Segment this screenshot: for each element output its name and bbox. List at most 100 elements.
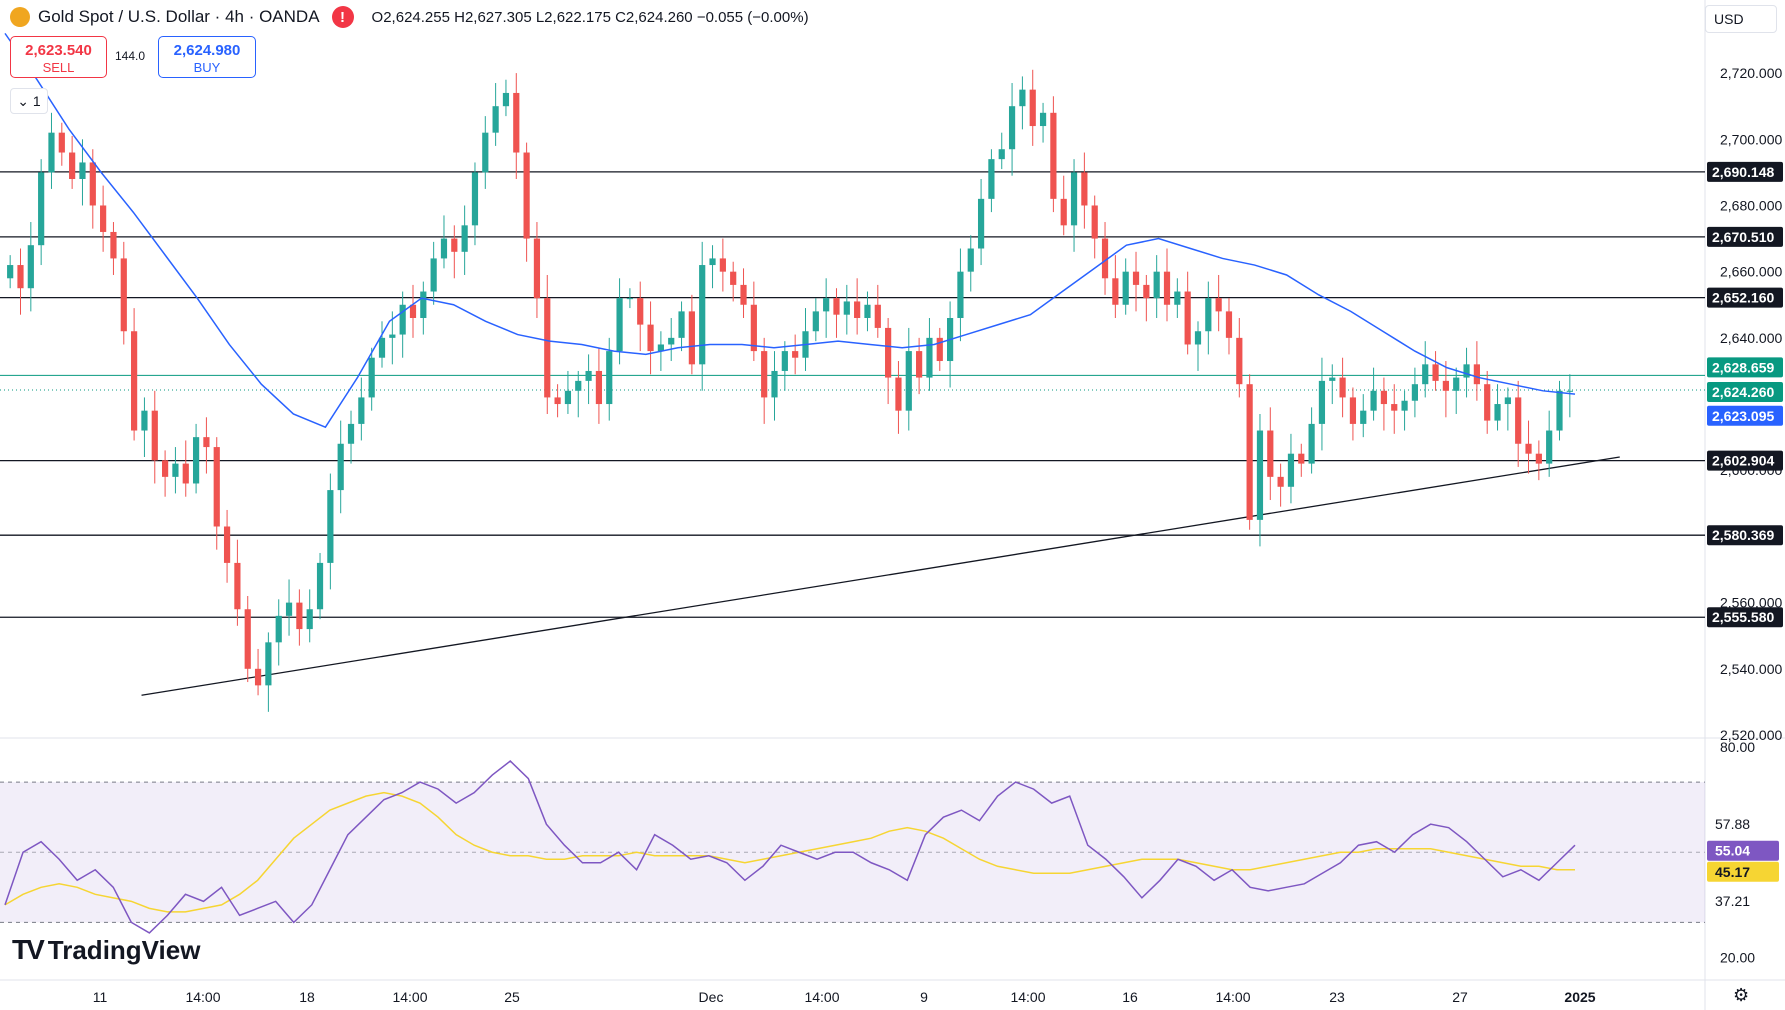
- candle-body: [389, 334, 396, 338]
- candle-body: [616, 298, 623, 352]
- buy-label: BUY: [193, 60, 221, 75]
- candle-body: [192, 437, 200, 484]
- candle-body: [141, 410, 148, 431]
- price-level-tag-label: 2,602.904: [1712, 453, 1774, 469]
- candle-body: [1349, 397, 1357, 424]
- candle-body: [554, 397, 561, 405]
- candle-body: [1143, 284, 1150, 299]
- tradingview-mark-icon: TV: [12, 934, 45, 965]
- tradingview-wordmark: TradingView: [47, 934, 201, 965]
- candle-body: [513, 92, 520, 153]
- candle-body: [162, 460, 169, 477]
- candle-body: [7, 265, 14, 279]
- candle-body: [285, 602, 293, 616]
- candle-body: [977, 198, 985, 249]
- candle-body: [1432, 364, 1439, 381]
- candle-body: [327, 490, 334, 563]
- rsi-value-tag-label: 55.04: [1715, 843, 1750, 859]
- candle-body: [1019, 89, 1026, 107]
- candle-body: [668, 337, 675, 345]
- rsi-line: [4, 760, 1576, 934]
- candle-body: [1504, 397, 1511, 405]
- candle-body: [1101, 238, 1109, 279]
- warning-icon[interactable]: !: [331, 6, 354, 28]
- candle-body: [606, 351, 613, 405]
- candle-body: [471, 172, 479, 226]
- price-level-tag: [1707, 525, 1783, 546]
- candle-body: [1380, 390, 1388, 405]
- candle-body: [265, 642, 272, 686]
- candle-body: [38, 172, 45, 246]
- collapse-indicators-button[interactable]: ⌄ 1: [10, 88, 48, 114]
- candle-body: [719, 258, 726, 272]
- candle-body: [854, 301, 861, 318]
- candle-body: [1318, 380, 1326, 424]
- candle-body: [585, 370, 592, 381]
- time-tick-label: 14:00: [804, 989, 839, 1005]
- candle-body: [533, 238, 541, 299]
- price-level-tag: [1707, 607, 1783, 628]
- candle-body: [1091, 205, 1098, 239]
- candle-body: [1422, 364, 1429, 385]
- candle-body: [1050, 112, 1057, 199]
- candle-body: [688, 311, 695, 365]
- candle-body: [223, 526, 231, 563]
- candle-body: [595, 370, 603, 405]
- candle-body: [957, 271, 964, 318]
- buy-button[interactable]: 2,624.980 BUY: [158, 36, 256, 78]
- rsi-value-tag: [1707, 840, 1779, 861]
- symbol-title[interactable]: Gold Spot / U.S. Dollar · 4h · OANDA: [38, 7, 320, 26]
- current-price-tag-label: 2,624.260: [1712, 384, 1774, 400]
- candle-body: [1122, 271, 1129, 305]
- candle-body: [761, 351, 768, 398]
- candle-body: [316, 562, 324, 610]
- candle-body: [79, 162, 86, 179]
- candle-body: [833, 298, 840, 315]
- time-tick-label: 14:00: [1010, 989, 1045, 1005]
- rsi-tick-label: 80.00: [1720, 739, 1755, 755]
- sell-button[interactable]: 2,623.540 SELL: [10, 36, 107, 78]
- candle-body: [926, 337, 933, 378]
- candle-body: [1174, 291, 1181, 305]
- candle-body: [1525, 443, 1532, 454]
- trendline[interactable]: [141, 456, 1620, 696]
- price-level-tag-label: 2,555.580: [1712, 609, 1774, 625]
- candle-body: [678, 311, 685, 338]
- candle-body: [1463, 364, 1470, 378]
- candle-body: [564, 390, 572, 405]
- candle-body: [100, 205, 107, 232]
- candle-body: [337, 443, 344, 491]
- candle-body: [378, 337, 386, 358]
- price-level-tag: [1707, 287, 1783, 308]
- candle-body: [523, 152, 530, 239]
- candle-body: [451, 238, 458, 252]
- current-price-tag: [1707, 381, 1783, 402]
- time-tick-label: 23: [1329, 989, 1345, 1005]
- candle-body: [781, 351, 788, 371]
- candle-body: [1029, 89, 1036, 127]
- price-tick-label: 2,560.000: [1720, 595, 1782, 611]
- candle-body: [399, 304, 406, 335]
- tradingview-logo[interactable]: TV TradingView: [12, 934, 200, 966]
- candle-body: [1039, 112, 1047, 127]
- candle-body: [440, 238, 448, 259]
- candle-body: [1329, 377, 1336, 381]
- candle-body: [69, 152, 76, 179]
- candle-body: [89, 162, 96, 206]
- candle-body: [637, 298, 644, 325]
- candle-body: [358, 397, 365, 424]
- gear-icon[interactable]: ⚙: [1733, 985, 1750, 1005]
- buy-price: 2,624.980: [173, 42, 241, 59]
- candle-body: [1453, 377, 1460, 391]
- candle-body: [1070, 172, 1078, 226]
- gold-icon: [10, 7, 30, 27]
- candle-body: [1391, 404, 1398, 411]
- currency-selector[interactable]: USD: [1705, 5, 1777, 33]
- candle-body: [1556, 390, 1563, 431]
- candle-body: [244, 609, 251, 669]
- candle-body: [1370, 390, 1377, 411]
- candle-body: [1473, 364, 1480, 385]
- current-price-tag-label: 2,623.095: [1712, 408, 1774, 424]
- candle-body: [27, 245, 34, 289]
